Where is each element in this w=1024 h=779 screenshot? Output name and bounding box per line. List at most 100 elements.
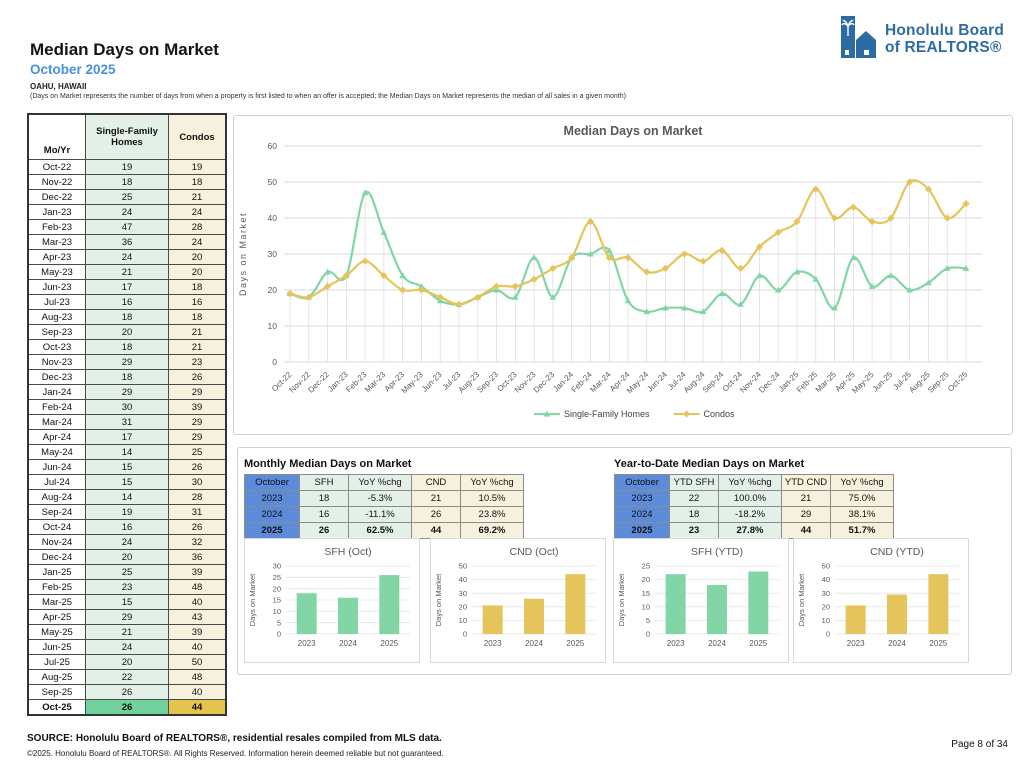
table-cell: 39 xyxy=(168,564,227,580)
table-cell: Sep-23 xyxy=(27,324,86,340)
svg-text:30: 30 xyxy=(273,562,281,571)
table-row: Oct-22 19 19 xyxy=(27,159,227,175)
table-row: Jul-23 16 16 xyxy=(27,294,227,310)
page-subtitle-month: October 2025 xyxy=(30,62,116,77)
table-row: Apr-24 17 29 xyxy=(27,429,227,445)
table-cell: Feb-23 xyxy=(27,219,86,235)
table-cell: 29 xyxy=(168,384,227,400)
svg-text:2025: 2025 xyxy=(929,639,947,648)
svg-text:50: 50 xyxy=(822,562,830,571)
table-row: 2025 26 62.5% 44 69.2% xyxy=(244,522,524,539)
svg-text:Days on Market: Days on Market xyxy=(797,573,806,626)
table-row: Oct-25 26 44 xyxy=(27,699,227,716)
table-cell: 20 xyxy=(168,264,227,280)
table-cell: Jan-23 xyxy=(27,204,86,220)
cnd-ytd-bar-chart: 0 10 20 30 40 50 2023 2024 2025 CND (YTD) Days on … xyxy=(797,546,959,648)
svg-text:Sep-25: Sep-25 xyxy=(926,370,951,395)
table-cell: 2024 xyxy=(244,506,300,523)
table-cell: 23 xyxy=(168,354,227,370)
table-row: Dec-22 25 21 xyxy=(27,189,227,205)
column-header: YTD SFH xyxy=(669,474,719,491)
svg-text:CND (YTD): CND (YTD) xyxy=(870,546,924,558)
table-cell: Dec-24 xyxy=(27,549,86,565)
table-cell: 24 xyxy=(85,204,169,220)
table-cell: 26 xyxy=(411,506,461,523)
svg-text:2024: 2024 xyxy=(888,639,906,648)
table-cell: 40 xyxy=(168,684,227,700)
table-cell: 21 xyxy=(85,264,169,280)
svg-text:10: 10 xyxy=(822,616,830,625)
table-cell: 44 xyxy=(781,522,831,539)
table-cell: Sep-25 xyxy=(27,684,86,700)
legend-item-sfh: Single-Family Homes xyxy=(534,409,650,419)
table-cell: 18 xyxy=(299,490,349,507)
svg-text:20: 20 xyxy=(273,584,281,593)
svg-text:Median Days on Market: Median Days on Market xyxy=(564,124,704,138)
svg-text:2024: 2024 xyxy=(339,639,357,648)
column-header: October xyxy=(244,474,300,491)
table-cell: 18 xyxy=(85,369,169,385)
table-cell: 75.0% xyxy=(830,490,894,507)
table-row: May-24 14 25 xyxy=(27,444,227,460)
table-row: Mar-25 15 40 xyxy=(27,594,227,610)
table-row: Sep-24 19 31 xyxy=(27,504,227,520)
svg-text:2024: 2024 xyxy=(525,639,543,648)
table-cell: Mar-24 xyxy=(27,414,86,430)
table-cell: 29 xyxy=(85,609,169,625)
table-row: Nov-24 24 32 xyxy=(27,534,227,550)
svg-text:Single-Family Homes: Single-Family Homes xyxy=(564,409,650,419)
days-on-market-table-wrap: Mo/Yr Single-Family Homes Condos Oct-22 19 19… xyxy=(27,113,227,716)
table-cell: -5.3% xyxy=(348,490,412,507)
table-cell: 20 xyxy=(168,249,227,265)
table-cell: 24 xyxy=(168,234,227,250)
table-cell: May-24 xyxy=(27,444,86,460)
svg-text:10: 10 xyxy=(268,321,278,331)
table-row: May-25 21 39 xyxy=(27,624,227,640)
svg-text:10: 10 xyxy=(273,607,281,616)
table-cell: 23.8% xyxy=(460,506,524,523)
table-cell: 30 xyxy=(168,474,227,490)
table-cell: Feb-25 xyxy=(27,579,86,595)
table-cell: 51.7% xyxy=(830,522,894,539)
table-cell: 16 xyxy=(299,506,349,523)
table-row: 2024 18 -18.2% 29 38.1% xyxy=(614,506,894,523)
column-header: YoY %chg xyxy=(830,474,894,491)
days-on-market-table: Mo/Yr Single-Family Homes Condos Oct-22 19 19… xyxy=(27,113,227,716)
table-cell: 31 xyxy=(85,414,169,430)
table-cell: 28 xyxy=(168,489,227,505)
table-cell: 10.5% xyxy=(460,490,524,507)
svg-text:Condos: Condos xyxy=(704,409,736,419)
svg-text:Dec-23: Dec-23 xyxy=(532,370,557,395)
svg-text:2023: 2023 xyxy=(667,639,685,648)
table-cell: 2023 xyxy=(614,490,670,507)
table-row: Oct-23 18 21 xyxy=(27,339,227,355)
table-cell: Aug-24 xyxy=(27,489,86,505)
table-cell: 18 xyxy=(168,174,227,190)
table-row: Sep-23 20 21 xyxy=(27,324,227,340)
table-cell: 26 xyxy=(85,699,169,716)
table-cell: Feb-24 xyxy=(27,399,86,415)
table-cell: Mar-23 xyxy=(27,234,86,250)
table-cell: 24 xyxy=(85,639,169,655)
table-row: Jun-24 15 26 xyxy=(27,459,227,475)
table-row: Feb-23 47 28 xyxy=(27,219,227,235)
svg-text:Days on Market: Days on Market xyxy=(434,573,443,626)
table-cell: 44 xyxy=(168,699,227,716)
svg-text:May-25: May-25 xyxy=(850,370,876,396)
table-cell: 2025 xyxy=(614,522,670,539)
table-cell: Jun-25 xyxy=(27,639,86,655)
table-cell: Oct-23 xyxy=(27,339,86,355)
svg-text:2024: 2024 xyxy=(708,639,726,648)
svg-text:50: 50 xyxy=(459,562,467,571)
column-header: October xyxy=(614,474,670,491)
svg-text:Mar-24: Mar-24 xyxy=(588,370,613,395)
table-row: Nov-22 18 18 xyxy=(27,174,227,190)
table-cell: 29 xyxy=(168,429,227,445)
table-cell: 18 xyxy=(669,506,719,523)
table-cell: 28 xyxy=(168,219,227,235)
page-title: Median Days on Market xyxy=(30,40,219,59)
table-cell: Jul-23 xyxy=(27,294,86,310)
monthly-median-table: October SFH YoY %chg CND YoY %chg 2023 18 -5.3%… xyxy=(244,474,524,539)
svg-text:2023: 2023 xyxy=(484,639,502,648)
